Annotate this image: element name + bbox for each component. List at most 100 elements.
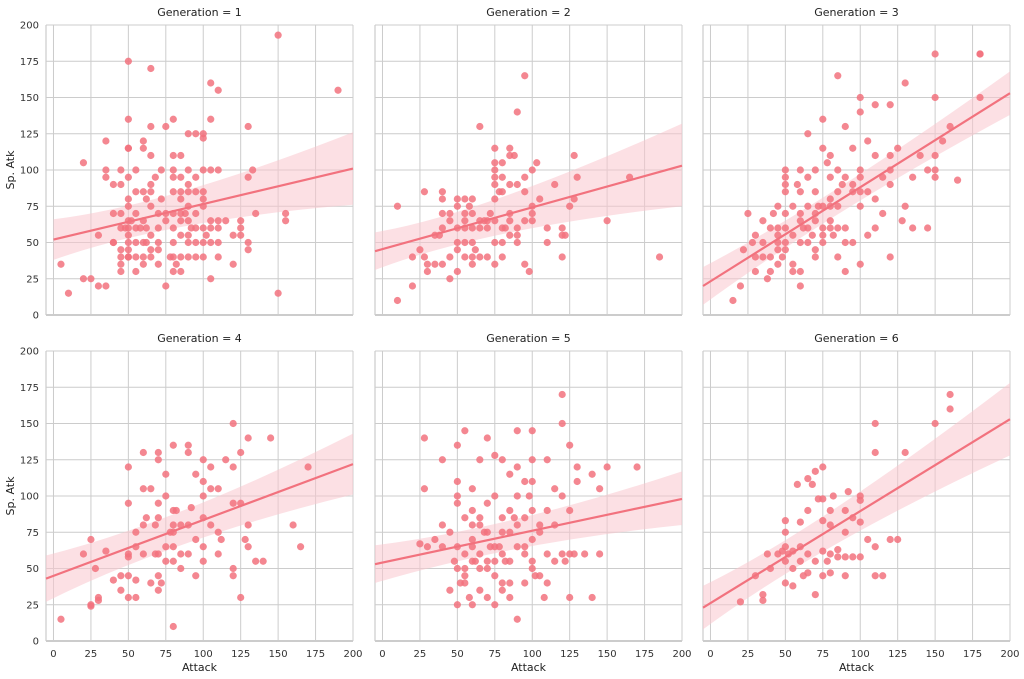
data-point <box>446 586 454 594</box>
data-point <box>834 253 842 261</box>
data-point <box>465 202 473 210</box>
data-point <box>267 434 275 442</box>
data-point <box>192 130 200 138</box>
data-point <box>834 224 842 232</box>
data-point <box>558 419 566 428</box>
data-point <box>109 209 117 218</box>
data-point <box>483 253 491 261</box>
data-point <box>169 166 177 174</box>
data-point <box>252 209 260 218</box>
data-point <box>886 101 894 109</box>
data-point <box>207 463 215 471</box>
data-point <box>184 441 192 449</box>
data-point <box>751 267 760 276</box>
data-point <box>808 480 816 488</box>
data-point <box>222 456 230 464</box>
data-point <box>177 173 185 181</box>
data-point <box>249 166 257 174</box>
data-point <box>423 260 432 268</box>
data-point <box>871 543 879 551</box>
data-point <box>229 564 237 573</box>
data-point <box>102 166 110 174</box>
data-point <box>826 521 834 529</box>
data-point <box>461 217 469 225</box>
x-tick-label: 75 <box>488 649 501 660</box>
data-point <box>886 253 894 261</box>
data-point <box>117 253 125 261</box>
data-point <box>796 518 804 526</box>
data-point <box>154 260 162 268</box>
data-point <box>274 31 282 39</box>
data-point <box>543 456 551 464</box>
data-point <box>491 166 499 174</box>
data-point <box>476 456 484 464</box>
data-point <box>117 260 125 268</box>
data-point <box>102 282 110 290</box>
data-point <box>894 144 902 152</box>
data-point <box>581 550 589 558</box>
data-point <box>901 202 909 210</box>
data-point <box>169 521 177 529</box>
data-point <box>244 173 252 181</box>
facet-panel: Generation = 3 <box>702 6 1011 316</box>
data-point <box>543 550 551 558</box>
data-point <box>774 224 782 232</box>
data-point <box>781 517 789 525</box>
data-point <box>655 253 664 261</box>
data-point <box>946 122 954 131</box>
data-point <box>931 166 939 174</box>
data-point <box>177 550 185 558</box>
data-point <box>147 188 155 196</box>
regression-line <box>702 92 1011 287</box>
data-point <box>453 267 461 276</box>
data-point <box>162 217 170 225</box>
data-point <box>819 224 827 232</box>
data-point <box>423 543 432 551</box>
data-point <box>57 260 65 268</box>
data-point <box>124 246 132 254</box>
x-tick-label: 175 <box>306 649 325 660</box>
data-point <box>461 253 469 261</box>
y-tick-label: 50 <box>26 238 39 249</box>
data-point <box>423 267 432 276</box>
data-point <box>931 93 939 102</box>
data-point <box>57 615 65 623</box>
data-point <box>588 470 596 478</box>
data-point <box>147 180 155 189</box>
data-point <box>871 572 879 580</box>
data-point <box>471 246 479 254</box>
data-point <box>476 550 484 558</box>
facet-panel: Generation = 4 0 25 50 75 100 125 150 175 200 Sp. … <box>4 332 363 674</box>
data-point <box>501 224 509 232</box>
data-point <box>561 231 569 239</box>
data-point <box>789 267 797 276</box>
data-point <box>819 547 827 555</box>
data-point <box>202 231 210 239</box>
data-point <box>819 144 827 152</box>
data-point <box>132 238 140 247</box>
data-point <box>124 231 132 239</box>
data-point <box>804 173 812 181</box>
data-point <box>819 238 827 247</box>
data-point <box>898 217 906 225</box>
data-point <box>124 572 132 580</box>
data-point <box>573 463 581 471</box>
data-point <box>461 514 469 522</box>
regression-line <box>702 418 1011 609</box>
data-point <box>506 231 514 239</box>
data-point <box>207 275 215 283</box>
data-point <box>162 122 170 131</box>
data-point <box>147 485 155 493</box>
x-tick-label: 150 <box>598 649 617 660</box>
data-point <box>558 492 566 500</box>
data-point <box>142 238 150 247</box>
y-tick-label: 150 <box>20 93 39 104</box>
data-point <box>789 231 797 239</box>
data-point <box>774 246 782 254</box>
data-point <box>513 108 521 116</box>
data-point <box>453 477 461 486</box>
y-axis-label: Sp. Atk <box>4 150 17 190</box>
data-point <box>154 246 162 254</box>
data-point <box>536 521 544 529</box>
data-point <box>498 173 506 181</box>
